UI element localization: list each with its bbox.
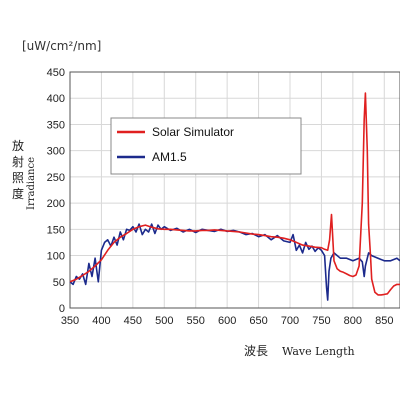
y-tick-label: 400: [47, 93, 65, 105]
y-tick-label: 0: [59, 303, 65, 315]
y-tick-label: 200: [47, 198, 65, 210]
y-tick-label: 50: [53, 277, 65, 289]
x-tick-label: 600: [218, 315, 236, 327]
y-tick-label: 450: [47, 67, 65, 79]
x-axis-label-jp: 波長: [244, 344, 268, 358]
x-axis-ticks: 350 400 450 500 550 600 650 700 750 800 850: [61, 315, 394, 327]
x-tick-label: 550: [187, 315, 205, 327]
legend-label-am1-5: AM1.5: [152, 150, 187, 164]
x-tick-label: 500: [155, 315, 173, 327]
y-axis-label-jp: 放射照度: [12, 138, 24, 201]
x-tick-label: 650: [249, 315, 267, 327]
plot-frame: [69, 71, 400, 309]
series-line-am1-5: [69, 223, 400, 301]
y-axis-label: 放射照度 Irradiance: [12, 138, 37, 210]
y-tick-label: 150: [47, 224, 65, 236]
y-tick-label: 250: [47, 172, 65, 184]
x-tick-label: 450: [124, 315, 142, 327]
y-tick-label: 300: [47, 146, 65, 158]
legend: Solar Simulator AM1.5: [110, 117, 302, 175]
x-tick-label: 700: [281, 315, 299, 327]
unit-label: [uW/cm²/nm]: [22, 39, 101, 53]
gridlines: [69, 71, 400, 309]
x-tick-label: 800: [344, 315, 362, 327]
series-line-solar-simulator: [69, 92, 400, 296]
x-tick-label: 350: [61, 315, 79, 327]
legend-box: [110, 117, 302, 175]
series-lines: [69, 92, 400, 301]
y-tick-label: 100: [47, 251, 65, 263]
y-tick-label: 350: [47, 119, 65, 131]
x-tick-label: 400: [92, 315, 110, 327]
x-axis-label: 波長 Wave Length: [244, 344, 355, 358]
y-axis-label-en: Irradiance: [26, 157, 37, 210]
y-axis-ticks: 0 50 100 150 200 250 300 350 400 450: [47, 67, 65, 315]
x-axis-label-en: Wave Length: [282, 345, 355, 358]
x-tick-label: 850: [375, 315, 393, 327]
legend-label-solar-simulator: Solar Simulator: [152, 125, 234, 139]
x-tick-label: 750: [312, 315, 330, 327]
